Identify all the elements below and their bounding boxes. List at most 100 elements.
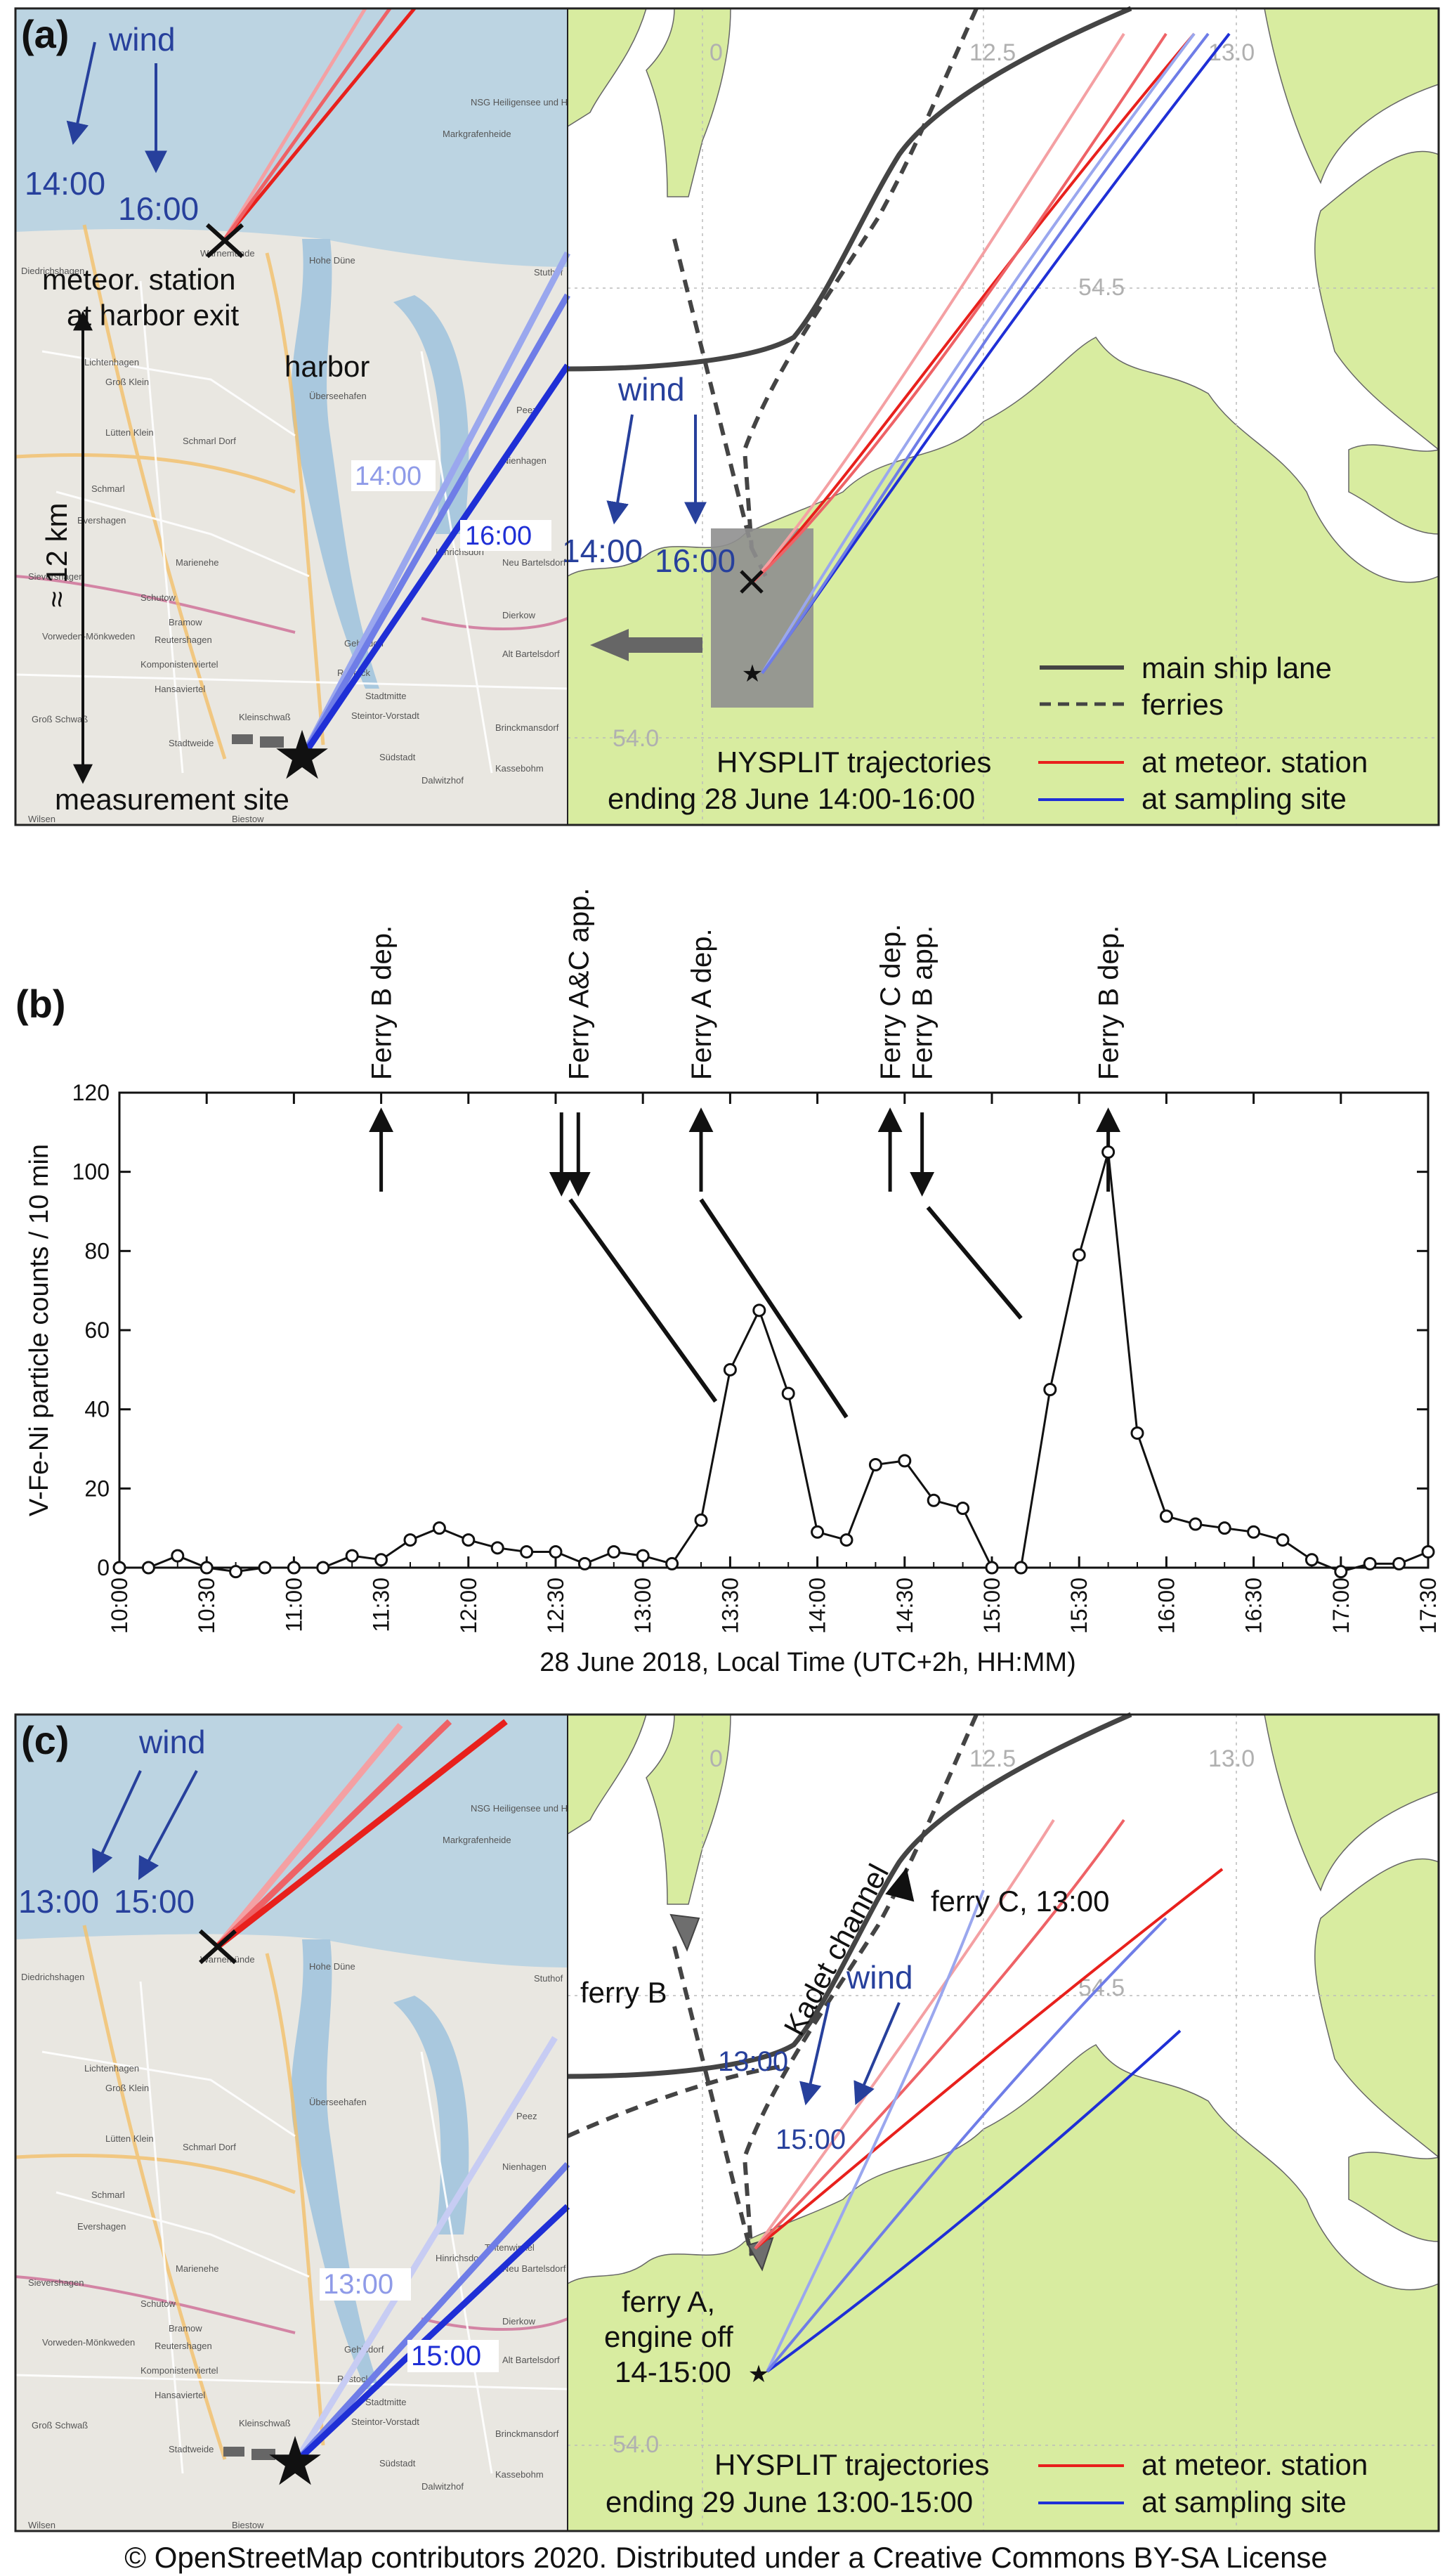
x-tick-label: 10:00 (107, 1578, 132, 1634)
y-tick-label: 20 (84, 1476, 110, 1501)
y-tick-label: 120 (72, 1080, 110, 1105)
town-label: Sievershagen (28, 571, 84, 582)
grid-label-lat-540-c: 54.0 (613, 2431, 659, 2458)
town-label: Neu Bartelsdorf (502, 557, 566, 568)
data-point (636, 1549, 650, 1563)
meteo-station-marker-zoom (740, 570, 764, 594)
panel-a-legend: main ship lane ferries HYSPLIT trajector… (608, 651, 1368, 815)
x-tick-label: 13:00 (630, 1578, 655, 1634)
panel-c-grid (568, 1715, 1439, 2531)
town-label: Stadtweide (169, 738, 214, 748)
x-axis-label: 28 June 2018, Local Time (UTC+2h, HH:MM) (539, 1648, 1075, 1677)
legend-hysplit-c: HYSPLIT trajectories (714, 2448, 989, 2481)
panel-a-letter: (a) (21, 12, 69, 56)
town-label: Vorweden-Mönkweden (42, 631, 135, 642)
legend-ferries: ferries (1142, 688, 1224, 721)
trajectories-meteo-a (750, 32, 1196, 585)
ferry-event-label: Ferry A&C app. (563, 888, 594, 1080)
town-label: Neu Bartelsdorf (502, 2263, 566, 2274)
town-label: Komponistenviertel (140, 659, 218, 670)
wind-arrow-15-left (138, 1770, 198, 1880)
ferry-b-marker (669, 1913, 700, 1952)
measurement-site-building (232, 734, 284, 748)
town-label: Kleinschwaß (239, 2418, 291, 2428)
panel-c-letter: (c) (21, 1718, 69, 1762)
data-point (577, 1556, 591, 1570)
town-label: Evershagen (77, 515, 126, 526)
data-point (141, 1561, 155, 1575)
ferry-event-label: Ferry B dep. (367, 925, 398, 1080)
trajectories-site-c-left (292, 2036, 570, 2466)
panel-b-letter: (b) (15, 982, 66, 1026)
panel-a-left-overlays: ★ wind 14:00 16:00 meteor. station at ha… (25, 7, 570, 816)
data-point (1247, 1525, 1261, 1539)
town-label: Marienehe (176, 2263, 218, 2274)
town-label: Stadtweide (169, 2444, 214, 2454)
legend-ship-lane: main ship lane (1142, 651, 1332, 684)
panel-c-legend: HYSPLIT trajectories ending 29 June 13:0… (606, 2448, 1368, 2518)
panel-a-street-map: NSG Heiligensee und HütelmoorMarkgrafenh… (15, 8, 603, 825)
measurement-site-star: ★ (272, 718, 332, 793)
data-point (462, 1533, 476, 1547)
ferry-event-label: Ferry A dep. (686, 928, 717, 1080)
wind-time-14-right: 14:00 (562, 533, 643, 569)
town-label: Kassebohm (495, 763, 544, 774)
data-point (171, 1549, 185, 1563)
trajectories-meteo-c-left (215, 1719, 508, 1949)
ferry-annotation-line (699, 1198, 849, 1419)
town-label: Reutershagen (155, 2341, 212, 2351)
ferry-a-label-3: 14-15:00 (615, 2355, 731, 2388)
ferry-event-label: Ferry B app. (908, 925, 938, 1080)
town-label: Steintor-Vorstadt (351, 710, 419, 721)
data-point (374, 1553, 388, 1567)
measurement-site-star-c: ★ (265, 2424, 325, 2499)
town-label: Biestow (232, 2520, 264, 2530)
distance-label: ≈ 12 km (40, 502, 73, 607)
ferry-annotation-line (926, 1206, 1023, 1320)
trajectories-meteo-a-left (223, 7, 416, 240)
town-label: Hinrichsdorf (436, 2253, 485, 2263)
wind-arrow-13-right (799, 2002, 830, 2106)
town-label: Dierkow (502, 610, 536, 620)
sampling-site-star-zoom-c: ★ (748, 2361, 769, 2388)
data-point (1304, 1553, 1319, 1567)
wind-arrow-13-left (92, 1770, 142, 1873)
town-label: Groß Schwaß (32, 2420, 88, 2431)
meteo-station-marker (205, 223, 244, 259)
town-label: Alt Bartelsdorf (502, 649, 560, 659)
main-ship-lane (567, 6, 1132, 372)
data-point (811, 1525, 825, 1539)
legend-meteo: at meteor. station (1142, 746, 1368, 779)
x-tick-label: 12:30 (543, 1578, 568, 1634)
town-label: Sievershagen (28, 2277, 84, 2288)
data-point (956, 1502, 970, 1515)
town-label: Brinckmansdorf (495, 722, 559, 733)
data-point (1072, 1248, 1086, 1262)
town-label: Nienhagen (502, 455, 547, 466)
x-tick-label: 12:00 (456, 1578, 481, 1634)
harbor-label: harbor (284, 350, 369, 383)
y-tick-label: 0 (97, 1555, 110, 1580)
x-tick-label: 14:30 (892, 1578, 917, 1634)
town-label: Diedrichshagen (21, 266, 84, 276)
wind-time-13-right: 13:00 (718, 2046, 788, 2077)
wind-time-16-left: 16:00 (118, 190, 199, 227)
data-point (927, 1493, 941, 1507)
town-label: Peez (516, 2111, 537, 2121)
town-label: Schutow (140, 592, 176, 603)
data-point (258, 1561, 272, 1575)
x-tick-label: 13:30 (717, 1578, 743, 1634)
town-label: Dalwitzhof (421, 2481, 464, 2492)
series-points (112, 1145, 1435, 1579)
data-point (868, 1458, 882, 1472)
data-point (1130, 1426, 1144, 1440)
wind-label-right-c: wind (846, 1959, 913, 1996)
grid-label-lon-120-c: 0 (709, 1745, 723, 1772)
town-label: Überseehafen (309, 391, 367, 401)
x-tick-label: 11:30 (369, 1578, 394, 1632)
wind-arrow-15-right (853, 2002, 901, 2105)
town-label: Markgrafenheide (443, 129, 511, 139)
x-tick-label: 15:00 (979, 1578, 1005, 1634)
plot-frame (118, 1091, 1430, 1569)
town-label: Schutow (140, 2298, 176, 2309)
